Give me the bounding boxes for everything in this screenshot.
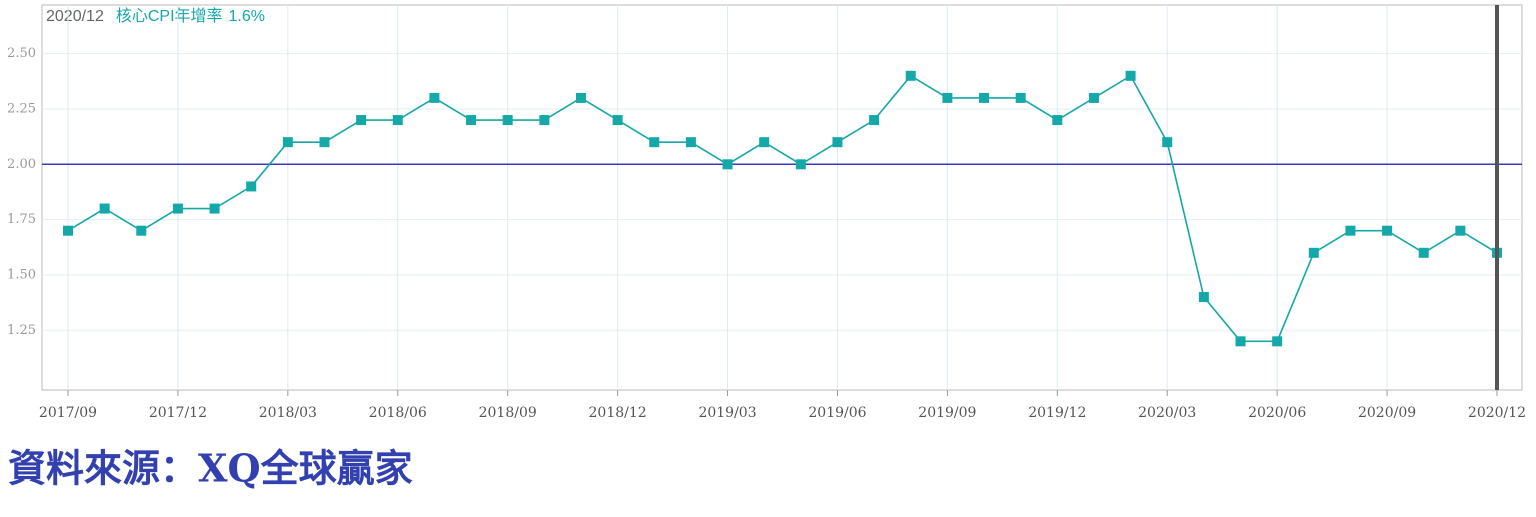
data-point <box>282 137 293 148</box>
data-point <box>795 159 806 170</box>
y-tick-label: 2.00 <box>7 157 36 172</box>
plot-frame <box>41 4 1523 391</box>
series-name: 核心CPI年增率 <box>116 7 223 25</box>
data-point <box>942 92 953 103</box>
data-point <box>1382 225 1393 236</box>
data-point <box>1308 247 1319 258</box>
data-point <box>759 137 770 148</box>
y-tick-label: 2.25 <box>7 101 36 116</box>
data-point <box>502 115 513 126</box>
cursor-date: 2020/12 <box>46 8 104 25</box>
data-point <box>539 115 550 126</box>
x-tick-label: 2019/06 <box>808 405 866 421</box>
x-tick-label: 2020/09 <box>1358 405 1416 421</box>
x-tick-label: 2018/06 <box>369 405 427 421</box>
data-point <box>356 115 367 126</box>
data-point <box>1272 336 1283 347</box>
data-point <box>1125 70 1136 81</box>
data-point <box>392 115 403 126</box>
x-tick-label: 2018/03 <box>259 405 317 421</box>
x-tick-label: 2020/12 <box>1468 405 1526 421</box>
data-point <box>1235 336 1246 347</box>
x-tick-label: 2017/12 <box>149 405 207 421</box>
data-point <box>319 137 330 148</box>
data-point <box>246 181 257 192</box>
data-point <box>466 115 477 126</box>
data-point <box>63 225 73 236</box>
x-tick-label: 2019/03 <box>698 405 756 421</box>
data-point <box>1345 225 1356 236</box>
x-tick-label: 2020/03 <box>1138 405 1196 421</box>
data-point <box>209 203 220 214</box>
x-tick-label: 2019/09 <box>918 405 976 421</box>
data-point <box>1418 247 1429 258</box>
x-tick-label: 2018/12 <box>589 405 647 421</box>
x-tick-label: 2018/09 <box>479 405 537 421</box>
y-tick-label: 1.50 <box>7 267 36 282</box>
data-point <box>575 92 586 103</box>
data-point <box>612 115 623 126</box>
y-tick-label: 2.50 <box>7 46 36 61</box>
data-point <box>1015 92 1026 103</box>
data-point <box>649 137 660 148</box>
cursor-value: 1.6% <box>229 8 265 25</box>
data-point <box>429 92 440 103</box>
data-point <box>869 115 880 126</box>
data-point <box>136 225 147 236</box>
data-point <box>1162 137 1173 148</box>
data-point <box>1052 115 1063 126</box>
y-tick-label: 1.75 <box>7 212 36 227</box>
x-tick-label: 2017/09 <box>39 405 97 421</box>
data-point <box>979 92 990 103</box>
data-point <box>685 137 696 148</box>
x-tick-label: 2020/06 <box>1248 405 1306 421</box>
data-point <box>1455 225 1466 236</box>
data-point <box>832 137 843 148</box>
data-point <box>1088 92 1099 103</box>
data-point <box>172 203 183 214</box>
y-tick-label: 1.25 <box>7 323 36 338</box>
x-tick-label: 2019/12 <box>1028 405 1086 421</box>
source-note: 資料來源：XQ全球贏家 <box>8 446 413 491</box>
data-point <box>722 159 733 170</box>
data-point <box>99 203 110 214</box>
data-point <box>1198 292 1209 303</box>
data-point <box>905 70 916 81</box>
series-line <box>67 74 1498 343</box>
